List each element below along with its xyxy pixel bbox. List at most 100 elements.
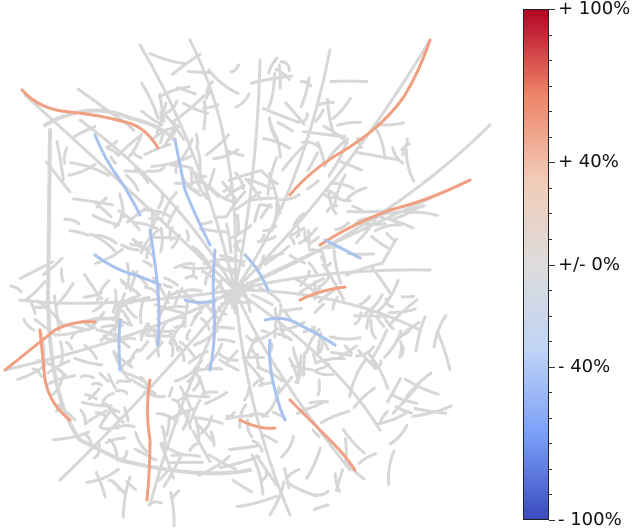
arterial-road [235, 125, 490, 290]
road-segment [313, 430, 319, 436]
road-segment [307, 181, 318, 189]
road-segment [115, 211, 122, 228]
road-segment [314, 505, 328, 510]
road-segment [373, 330, 387, 356]
road-segment [279, 305, 281, 317]
road-segment [275, 309, 276, 338]
road-segment [356, 152, 397, 159]
road-segment [388, 451, 394, 484]
road-segment [245, 389, 250, 400]
road-segment [75, 358, 102, 364]
colorbar-major-tick [549, 520, 555, 521]
road-segment [64, 148, 67, 163]
road-segment [93, 215, 119, 225]
road-segment [304, 353, 305, 376]
road-segment [150, 54, 185, 64]
road-segment [310, 402, 328, 403]
road-segment [438, 332, 450, 369]
road-segment [203, 392, 217, 394]
colorbar-minor-tick [549, 60, 552, 61]
road-segment [302, 114, 307, 122]
road-segment [133, 151, 141, 158]
colorbar-tick-label: - 100% [558, 510, 622, 530]
road-segment [185, 290, 202, 292]
road-segment [290, 236, 294, 244]
road-segment [139, 342, 147, 352]
road-segment [400, 342, 402, 358]
road-segment [282, 436, 294, 457]
road-segment [405, 212, 437, 215]
road-segment [204, 101, 206, 129]
road-segment [406, 150, 414, 181]
road-segment [377, 317, 384, 326]
road-segment [96, 250, 122, 264]
road-segment [103, 394, 114, 404]
decreased-road-segment [119, 320, 120, 370]
road-segment [170, 291, 178, 295]
road-segment [236, 94, 249, 107]
road-segment [227, 413, 234, 417]
road-segment [152, 156, 192, 167]
road-segment [183, 267, 211, 268]
road-segment [334, 251, 341, 284]
road-segment [81, 376, 93, 378]
colorbar-minor-tick [549, 494, 552, 495]
road-segment [11, 286, 21, 292]
road-segment [109, 375, 116, 388]
road-segment [187, 231, 189, 240]
road-segment [281, 62, 289, 71]
road-segment [359, 454, 375, 464]
road-segment [252, 76, 292, 83]
road-segment [148, 167, 164, 171]
road-segment [347, 188, 366, 199]
road-segment [227, 224, 232, 252]
colorbar-minor-tick [549, 341, 552, 342]
road-segment [283, 309, 301, 312]
road-segment [65, 219, 79, 223]
road-segment [94, 299, 108, 311]
road-segment [315, 358, 344, 362]
road-segment [200, 222, 211, 224]
colorbar-minor-tick [549, 86, 552, 87]
road-segment [338, 122, 361, 125]
road-segment [117, 381, 127, 383]
road-segment [319, 102, 333, 104]
road-segment [360, 297, 369, 305]
road-segment [278, 195, 300, 200]
road-network-map [0, 0, 500, 527]
road-segment [74, 199, 113, 205]
road-segment [175, 326, 186, 327]
colorbar-minor-tick [549, 290, 552, 291]
colorbar-minor-tick [549, 418, 552, 419]
increased-road-segment [147, 380, 150, 500]
road-segment [61, 342, 63, 365]
colorbar-minor-tick [549, 111, 552, 112]
colorbar-tick-label: - 40% [558, 357, 610, 377]
road-segment [278, 334, 291, 340]
road-segment [190, 444, 197, 450]
road-segment [252, 346, 257, 355]
road-segment [127, 209, 144, 222]
road-segment [330, 337, 360, 339]
road-segment [172, 455, 200, 457]
colorbar-tick-label: +/- 0% [558, 255, 620, 275]
colorbar-major-tick [549, 265, 555, 266]
road-segment [70, 231, 88, 235]
road-segment [194, 377, 200, 390]
road-segment [315, 304, 324, 312]
road-segment [188, 71, 210, 72]
road-segment [318, 380, 319, 395]
road-segment [129, 350, 138, 365]
colorbar-minor-tick [549, 392, 552, 393]
colorbar-minor-tick [549, 213, 552, 214]
colorbar-major-tick [549, 367, 555, 368]
road-segment [96, 472, 105, 497]
road-segment [144, 261, 152, 266]
colorbar-minor-tick [549, 443, 552, 444]
colorbar-minor-tick [549, 316, 552, 317]
road-segment [161, 229, 163, 252]
road-segment [164, 284, 172, 287]
colorbar-minor-tick [549, 35, 552, 36]
road-segment [315, 491, 329, 495]
colorbar-minor-tick [549, 188, 552, 189]
